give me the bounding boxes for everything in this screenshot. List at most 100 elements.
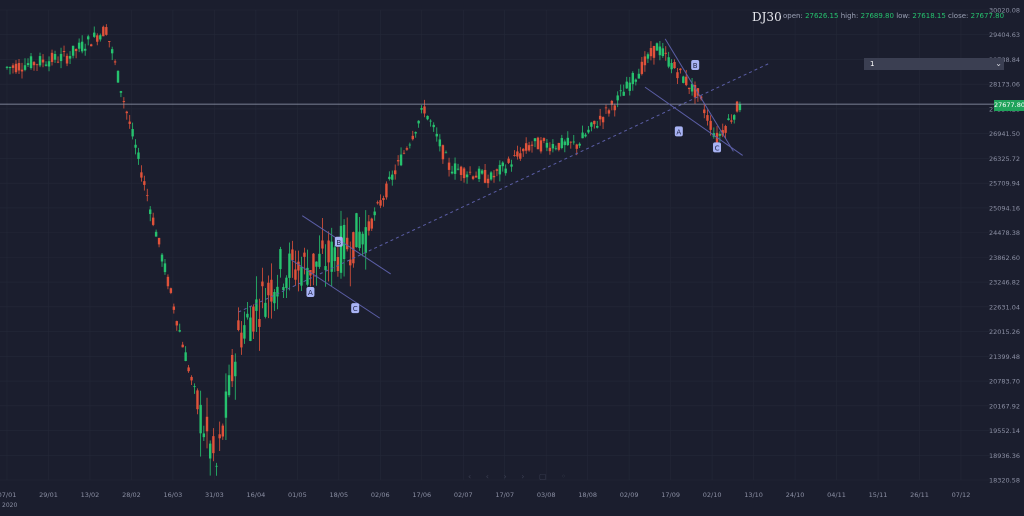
candle-body — [492, 175, 496, 178]
candle-body — [300, 266, 303, 286]
candle-body — [252, 306, 255, 332]
symbol-settings-icons[interactable]: ◦ ◦ ◦ — [777, 11, 802, 20]
wave-label-badge — [713, 142, 722, 153]
y-tick-label: 24478.38 — [989, 229, 1020, 237]
wave-label: A — [308, 289, 313, 297]
candle-body — [26, 63, 30, 66]
candle-body — [202, 433, 206, 438]
candle-body — [315, 261, 318, 267]
candle-body — [610, 100, 614, 105]
candle-body — [658, 46, 662, 56]
interval-input[interactable]: 1 ⌄ — [864, 58, 1004, 70]
candle-body — [230, 354, 234, 382]
candle-body — [99, 35, 102, 40]
candle-body — [548, 147, 552, 152]
candle-body — [215, 465, 218, 467]
high-label: high: — [840, 12, 859, 20]
x-tick-label: 02/09 — [620, 491, 639, 499]
candle-body — [333, 247, 337, 262]
candle-body — [273, 292, 276, 304]
low-value: 27618.15 — [912, 12, 946, 20]
candle-body — [581, 132, 584, 139]
candle-body — [175, 321, 178, 326]
candle-body — [181, 344, 184, 348]
candle-body — [545, 142, 549, 148]
candle-body — [450, 171, 454, 174]
chart-navigation-controls[interactable]: ‹ ‹ › › ▢ ◦ — [468, 472, 572, 481]
candle-body — [44, 64, 48, 66]
candle-body — [255, 299, 258, 311]
candle-body — [199, 404, 202, 434]
candle-body — [122, 101, 126, 102]
candle-body — [673, 61, 676, 69]
x-tick-label: 31/03 — [205, 491, 224, 499]
wave-label: B — [336, 239, 341, 247]
x-tick-label: 01/05 — [288, 491, 307, 499]
y-tick-label: 19552.14 — [989, 427, 1020, 435]
channel-lower-2 — [644, 86, 743, 156]
candle-body — [364, 227, 367, 253]
x-tick-label: 16/03 — [164, 491, 183, 499]
wave-label-badge — [691, 60, 700, 71]
interval-value: 1 — [870, 60, 875, 68]
candle-body — [587, 129, 590, 133]
candle-body — [227, 375, 231, 396]
candle-body — [634, 79, 638, 82]
candle-body — [489, 172, 493, 180]
candle-body — [382, 198, 385, 201]
x-tick-label: 02/06 — [371, 491, 390, 499]
candle-body — [240, 332, 243, 348]
candle-body — [504, 168, 507, 174]
candle-body — [249, 317, 252, 342]
candle-body — [507, 158, 510, 163]
candle-body — [327, 240, 330, 263]
candle-body — [178, 330, 181, 332]
candle-body — [563, 141, 567, 146]
candle-body — [690, 83, 694, 92]
candle-body — [345, 237, 349, 250]
candle-body — [607, 110, 611, 114]
y-tick-label: 29404.63 — [989, 31, 1020, 39]
candle-body — [282, 287, 285, 291]
candle-body — [519, 153, 522, 159]
candle-body — [584, 134, 587, 137]
candle-body — [399, 154, 403, 166]
year-label: 2020 — [2, 502, 17, 509]
candle-body — [402, 152, 406, 154]
candle-body — [166, 276, 170, 287]
y-tick-label: 23862.60 — [989, 254, 1020, 262]
candle-body — [71, 45, 75, 56]
x-tick-label: 28/02 — [122, 491, 141, 499]
candle-body — [237, 320, 240, 331]
candle-body — [80, 41, 84, 52]
candle-body — [128, 121, 131, 124]
candle-body — [652, 45, 656, 58]
candle-body — [687, 87, 691, 90]
candle-body — [261, 281, 264, 287]
candle-body — [465, 174, 469, 178]
candle-body — [468, 171, 472, 173]
candle-body — [157, 237, 161, 245]
candle-body — [724, 126, 727, 133]
candle-body — [510, 164, 513, 167]
candle-body — [330, 241, 333, 272]
candle-body — [190, 376, 193, 381]
candle-body — [696, 88, 700, 96]
candle-body — [56, 61, 60, 63]
candle-body — [336, 257, 340, 271]
y-tick-label: 20167.92 — [989, 402, 1020, 410]
candle-body — [423, 106, 426, 114]
channel-upper-2 — [664, 38, 734, 152]
candle-body — [324, 266, 327, 271]
candle-body — [318, 253, 321, 267]
candle-body — [405, 148, 409, 150]
candle-body — [205, 416, 209, 432]
candle-body — [685, 76, 688, 86]
x-tick-label: 18/08 — [578, 491, 597, 499]
x-tick-label: 07/01 — [0, 491, 16, 499]
candle-body — [143, 181, 146, 185]
candle-body — [258, 319, 261, 327]
chevron-down-icon[interactable]: ⌄ — [995, 59, 1002, 68]
